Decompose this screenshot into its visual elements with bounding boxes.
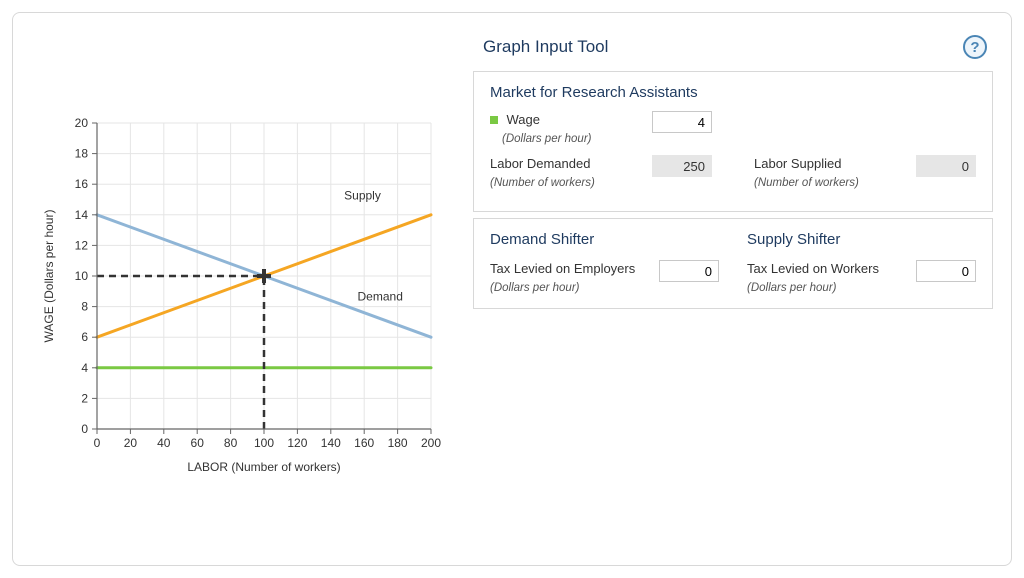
labor-demanded-value: 250 <box>652 155 712 177</box>
wage-label: Wage <box>506 112 539 127</box>
svg-text:4: 4 <box>81 361 88 375</box>
svg-text:16: 16 <box>75 177 89 191</box>
svg-text:40: 40 <box>157 436 171 450</box>
supply-shifter-sublabel: (Dollars per hour) <box>747 282 836 294</box>
svg-text:Supply: Supply <box>344 189 381 203</box>
svg-text:8: 8 <box>81 300 88 314</box>
svg-text:20: 20 <box>124 436 138 450</box>
svg-text:100: 100 <box>254 436 274 450</box>
svg-text:10: 10 <box>75 269 89 283</box>
labor-demanded-label: Labor Demanded <box>490 156 590 171</box>
wage-row: Wage (Dollars per hour) <box>490 111 976 147</box>
svg-text:60: 60 <box>191 436 205 450</box>
svg-text:180: 180 <box>388 436 408 450</box>
supply-shifter-title: Supply Shifter <box>747 231 976 248</box>
svg-text:160: 160 <box>354 436 374 450</box>
svg-text:18: 18 <box>75 147 89 161</box>
svg-text:WAGE (Dollars per hour): WAGE (Dollars per hour) <box>42 210 56 343</box>
svg-text:2: 2 <box>81 391 88 405</box>
demand-shifter-title: Demand Shifter <box>490 231 719 248</box>
labor-demanded-sublabel: (Number of workers) <box>490 177 595 189</box>
labor-supplied-value: 0 <box>916 155 976 177</box>
svg-text:12: 12 <box>75 238 89 252</box>
input-panel: Graph Input Tool ? Market for Research A… <box>473 31 993 547</box>
demand-shifter-input[interactable] <box>659 260 719 282</box>
supply-shifter-input[interactable] <box>916 260 976 282</box>
svg-text:20: 20 <box>75 116 89 130</box>
tool-header: Graph Input Tool ? <box>473 31 993 61</box>
svg-text:0: 0 <box>81 422 88 436</box>
svg-text:0: 0 <box>94 436 101 450</box>
market-title: Market for Research Assistants <box>490 84 976 101</box>
help-icon[interactable]: ? <box>963 35 987 59</box>
market-box: Market for Research Assistants Wage (Dol… <box>473 71 993 212</box>
demand-shifter-sublabel: (Dollars per hour) <box>490 282 579 294</box>
wage-marker-icon <box>490 116 498 124</box>
tool-title: Graph Input Tool <box>483 37 608 57</box>
svg-text:200: 200 <box>421 436 441 450</box>
svg-text:LABOR (Number of workers): LABOR (Number of workers) <box>187 460 340 474</box>
labor-market-chart[interactable]: Demand Supply 0 20 40 60 80 100 120 140 160 180 200 0… <box>35 111 445 481</box>
labor-supplied-sublabel: (Number of workers) <box>754 177 859 189</box>
chart-panel: Demand Supply 0 20 40 60 80 100 120 140 160 180 200 0… <box>31 31 449 547</box>
labor-row: Labor Demanded (Number of workers) 250 L… <box>490 155 976 191</box>
svg-text:120: 120 <box>287 436 307 450</box>
svg-text:80: 80 <box>224 436 238 450</box>
supply-shifter-label: Tax Levied on Workers <box>747 261 879 276</box>
wage-sublabel: (Dollars per hour) <box>502 133 591 145</box>
labor-supplied-label: Labor Supplied <box>754 156 841 171</box>
main-container: DemandSupply0204060801001201401601802000… <box>12 12 1012 566</box>
demand-shifter-label: Tax Levied on Employers <box>490 261 635 276</box>
shifter-box: Demand Shifter Tax Levied on Employers (… <box>473 218 993 309</box>
svg-text:6: 6 <box>81 330 88 344</box>
svg-text:Demand: Demand <box>358 289 403 303</box>
supply-shifter-col: Supply Shifter Tax Levied on Workers (Do… <box>747 231 976 296</box>
svg-text:14: 14 <box>75 208 89 222</box>
svg-text:140: 140 <box>321 436 341 450</box>
demand-shifter-col: Demand Shifter Tax Levied on Employers (… <box>490 231 719 296</box>
wage-input[interactable] <box>652 111 712 133</box>
